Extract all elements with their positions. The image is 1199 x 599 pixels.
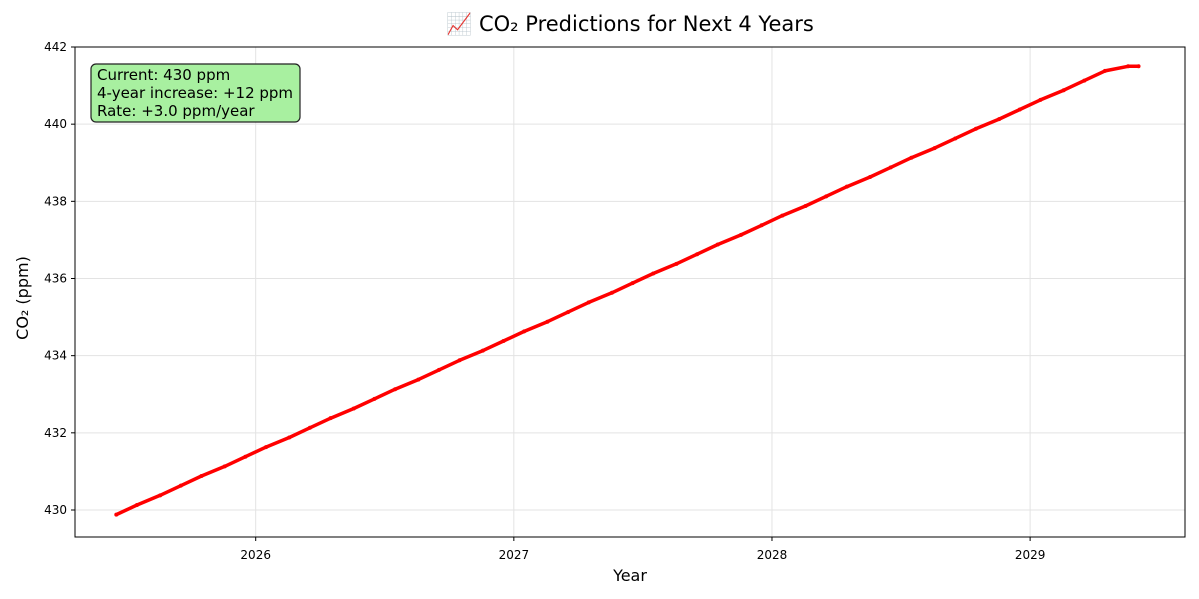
data-point — [695, 252, 700, 257]
y-tick-label: 440 — [44, 117, 67, 131]
data-point — [1102, 68, 1107, 73]
data-point — [997, 117, 1002, 122]
data-point — [501, 339, 506, 343]
data-point — [114, 512, 119, 517]
data-point — [134, 502, 139, 507]
data-point — [416, 377, 421, 382]
data-point — [178, 483, 183, 488]
data-point — [888, 165, 893, 170]
data-point — [522, 329, 527, 334]
plot-area-frame — [74, 46, 1186, 538]
x-tick-label: 2026 — [240, 548, 271, 562]
series-line — [114, 64, 1141, 517]
x-tick-label: 2029 — [1015, 548, 1046, 562]
data-point — [545, 319, 550, 324]
y-tick-label: 442 — [44, 40, 67, 54]
data-point — [1017, 107, 1022, 112]
data-point — [759, 223, 764, 228]
data-point — [651, 271, 656, 276]
data-point — [1082, 78, 1087, 83]
data-point — [1061, 88, 1066, 93]
data-point — [909, 155, 914, 160]
data-point — [586, 300, 591, 305]
data-point — [715, 242, 720, 247]
data-point — [372, 396, 377, 401]
y-tick-label: 432 — [44, 426, 67, 440]
data-point — [973, 126, 978, 131]
y-axis-title: CO₂ (ppm) — [13, 256, 32, 340]
data-point — [1126, 64, 1131, 69]
data-point — [393, 387, 398, 392]
data-point — [932, 146, 937, 151]
data-point — [824, 194, 829, 199]
x-tick-label: 2028 — [757, 548, 788, 562]
annotation-line-rate: Rate: +3.0 ppm/year — [97, 102, 255, 120]
data-point — [844, 184, 849, 189]
annotation-box: Current: 430 ppm 4-year increase: +12 pp… — [90, 63, 301, 123]
data-point — [803, 203, 808, 208]
x-tick-label: 2027 — [499, 548, 530, 562]
y-axis-ticks: 430 432 434 436 438 440 442 — [44, 40, 75, 517]
data-point — [780, 213, 785, 218]
data-point — [674, 261, 679, 266]
data-point — [868, 175, 873, 180]
data-point — [739, 232, 743, 237]
chart-title: 📈 CO₂ Predictions for Next 4 Years — [446, 11, 814, 36]
data-point — [328, 416, 333, 421]
data-point — [953, 136, 958, 141]
series-layer — [114, 64, 1141, 517]
annotation-line-current: Current: 430 ppm — [97, 66, 230, 84]
annotation-background — [90, 63, 301, 123]
data-point — [351, 406, 356, 411]
annotation-line-increase: 4-year increase: +12 ppm — [97, 84, 293, 102]
x-axis-title: Year — [612, 566, 647, 585]
data-point — [199, 474, 204, 479]
data-point — [243, 454, 248, 459]
data-point — [1038, 97, 1043, 102]
data-point — [158, 493, 163, 498]
data-point — [222, 464, 227, 469]
data-point — [436, 367, 441, 372]
data-point — [264, 445, 269, 450]
y-tick-label: 436 — [44, 271, 67, 285]
data-point — [630, 281, 635, 286]
x-axis-ticks: 2026 2027 2028 2029 — [240, 537, 1045, 562]
data-point — [609, 290, 614, 295]
y-tick-label: 430 — [44, 503, 67, 517]
data-point — [480, 348, 485, 353]
data-point — [1136, 64, 1141, 69]
data-point — [307, 425, 312, 430]
y-tick-label: 438 — [44, 194, 67, 208]
data-point — [566, 310, 571, 315]
y-tick-label: 434 — [44, 349, 67, 363]
data-point — [287, 435, 292, 440]
data-point — [457, 358, 462, 363]
